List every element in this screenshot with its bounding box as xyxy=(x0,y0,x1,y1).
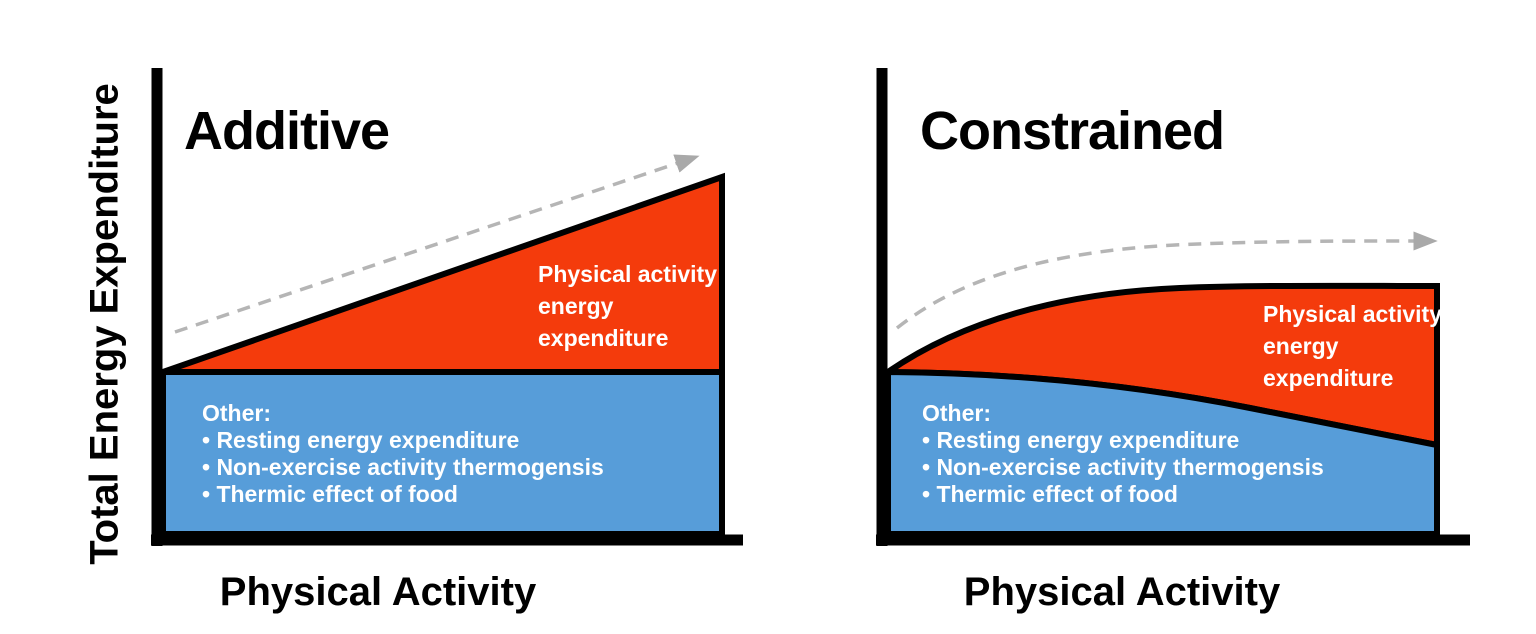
panel-title-constrained: Constrained xyxy=(920,101,1225,161)
blue-box-bullet: • Thermic effect of food xyxy=(922,481,1178,507)
blue-box-bullet: • Non-exercise activity thermogensis xyxy=(922,454,1324,480)
x-axis-label-constrained: Physical Activity xyxy=(963,570,1281,614)
y-axis-label: Total Energy Expenditure xyxy=(82,83,127,565)
additive-blue-region-label: Other: • Resting energy expenditure • No… xyxy=(202,400,604,508)
blue-box-bullet: • Resting energy expenditure xyxy=(202,427,520,453)
blue-box-bullet: • Non-exercise activity thermogensis xyxy=(202,454,604,480)
blue-box-bullet: • Resting energy expenditure xyxy=(922,427,1240,453)
panel-title-additive: Additive xyxy=(184,101,390,161)
constrained-blue-region-label: Other: • Resting energy expenditure • No… xyxy=(922,400,1324,508)
constrained-blue-region xyxy=(885,368,1440,537)
x-axis-label-additive: Physical Activity xyxy=(219,570,537,614)
constrained-trend-arrow xyxy=(895,231,1438,330)
blue-box-heading: Other: xyxy=(202,400,271,426)
additive-blue-region xyxy=(160,369,725,537)
blue-box-bullet: • Thermic effect of food xyxy=(202,481,458,507)
constrained-red-region-label: Physical activity energy expenditure xyxy=(1263,301,1442,391)
blue-box-heading: Other: xyxy=(922,400,991,426)
additive-trend-arrow xyxy=(174,154,700,334)
additive-red-region-label: Physical activity energy expenditure xyxy=(538,261,717,351)
